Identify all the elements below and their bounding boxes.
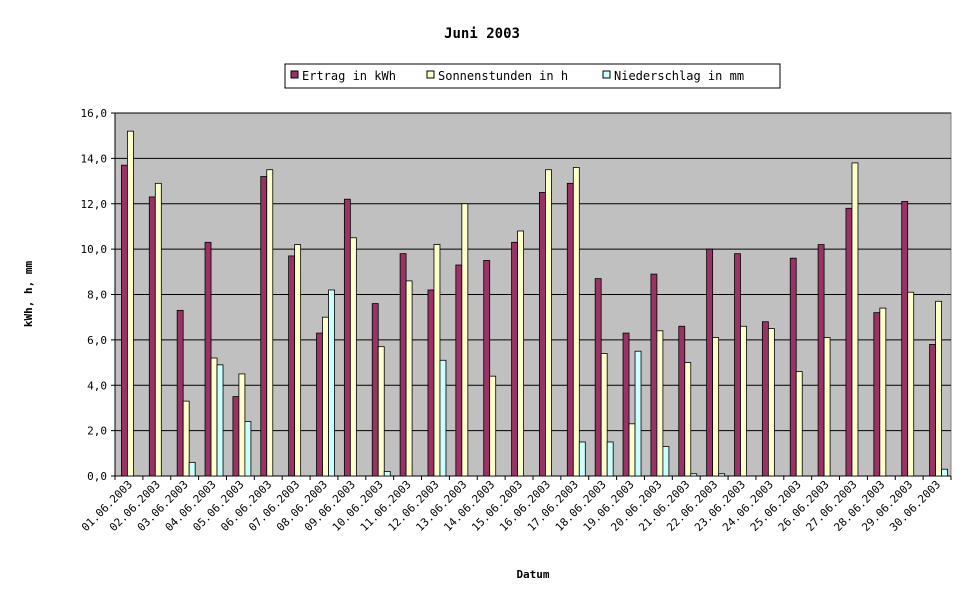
bar-niederschlag [634, 350, 642, 477]
bar-niederschlag [244, 421, 252, 477]
bar-sonnenstunden [628, 423, 636, 477]
bar-sonnenstunden [322, 316, 329, 477]
y-tick-label: 8,0 [87, 289, 107, 302]
bar-ertrag [511, 241, 518, 477]
bar-sonnenstunden [907, 291, 915, 477]
bar-sonnenstunden [238, 373, 246, 477]
bar-ertrag [232, 396, 240, 477]
bar-sonnenstunden [349, 237, 357, 477]
bar-sonnenstunden [879, 307, 887, 477]
bar-ertrag [204, 241, 212, 477]
bar-sonnenstunden [712, 337, 720, 477]
legend-swatch-sonnenstunden [426, 70, 435, 79]
y-tick-label: 6,0 [87, 334, 107, 347]
bar-sonnenstunden [517, 230, 524, 477]
bar-sonnenstunden [767, 328, 775, 477]
chart-title: Juni 2003 [444, 26, 520, 42]
bar-ertrag [873, 312, 881, 477]
y-tick-label: 14,0 [81, 152, 108, 165]
bar-niederschlag [606, 441, 614, 477]
bar-sonnenstunden [935, 300, 942, 477]
bar-niederschlag [383, 471, 391, 477]
bar-niederschlag [941, 468, 948, 477]
bar-ertrag [734, 253, 741, 477]
bar-ertrag [901, 201, 909, 477]
bar-ertrag [371, 303, 379, 477]
bar-sonnenstunden [572, 167, 580, 477]
legend-label-niederschlag: Niederschlag in mm [614, 69, 744, 83]
bar-ertrag [761, 321, 769, 477]
bar-ertrag [845, 207, 853, 477]
legend-label-ertrag: Ertrag in kWh [302, 69, 396, 83]
legend: Ertrag in kWh Sonnenstunden in h Nieders… [284, 63, 781, 89]
bar-sonnenstunden [795, 371, 803, 477]
bar-ertrag [594, 278, 602, 477]
bar-sonnenstunden [405, 280, 413, 477]
bar-ertrag [121, 164, 128, 477]
legend-frame [284, 63, 781, 89]
legend-label-sonnenstunden: Sonnenstunden in h [438, 69, 568, 83]
bar-ertrag [316, 332, 323, 477]
bar-niederschlag [662, 446, 670, 477]
bar-sonnenstunden [377, 346, 385, 477]
bar-niederschlag [718, 473, 726, 477]
bar-ertrag [260, 176, 268, 477]
bar-ertrag [343, 198, 351, 477]
bar-sonnenstunden [489, 375, 497, 477]
legend-swatch-niederschlag [602, 70, 611, 79]
bar-ertrag [622, 332, 630, 477]
legend-swatch-ertrag [290, 70, 299, 79]
y-tick-label: 12,0 [81, 198, 108, 211]
bar-sonnenstunden [294, 244, 302, 477]
bar-sonnenstunden [684, 362, 692, 477]
bar-ertrag [176, 309, 184, 477]
bar-niederschlag [188, 461, 196, 477]
bar-niederschlag [328, 289, 335, 477]
y-tick-label: 0,0 [87, 470, 107, 483]
y-axis-label: kWh, h, mm [22, 261, 35, 328]
y-tick-label: 16,0 [81, 107, 108, 120]
x-axis-label: Datum [516, 568, 549, 581]
bar-ertrag [288, 255, 296, 477]
bar-ertrag [678, 325, 686, 477]
bar-sonnenstunden [433, 244, 441, 477]
bar-ertrag [539, 192, 546, 477]
bar-ertrag [706, 248, 714, 477]
bar-niederschlag [690, 473, 698, 477]
bar-ertrag [650, 273, 658, 477]
bar-ertrag [455, 264, 463, 477]
bar-ertrag [399, 253, 407, 477]
bar-ertrag [817, 244, 825, 477]
bar-sonnenstunden [600, 353, 608, 477]
bar-ertrag [566, 182, 574, 477]
bar-sonnenstunden [851, 162, 859, 477]
plot-area: 0,02,04,06,08,010,012,014,016,001.06.200… [79, 107, 952, 534]
bar-ertrag [929, 344, 936, 477]
bar-sonnenstunden [545, 169, 552, 477]
bar-niederschlag [439, 359, 447, 477]
bar-sonnenstunden [210, 357, 218, 477]
bar-ertrag [789, 257, 797, 477]
bar-ertrag [483, 260, 491, 477]
bar-sonnenstunden [154, 182, 162, 477]
y-tick-label: 10,0 [81, 243, 108, 256]
bar-sonnenstunden [823, 337, 831, 477]
bar-niederschlag [216, 364, 224, 477]
y-tick-label: 4,0 [87, 379, 107, 392]
bar-sonnenstunden [182, 400, 190, 477]
bar-sonnenstunden [127, 130, 134, 477]
bar-sonnenstunden [266, 169, 274, 477]
bar-ertrag [148, 196, 156, 477]
bar-sonnenstunden [740, 325, 747, 477]
y-tick-label: 2,0 [87, 425, 107, 438]
bar-sonnenstunden [656, 330, 664, 477]
bar-sonnenstunden [461, 203, 469, 477]
bar-niederschlag [578, 441, 586, 477]
bar-ertrag [427, 289, 435, 477]
